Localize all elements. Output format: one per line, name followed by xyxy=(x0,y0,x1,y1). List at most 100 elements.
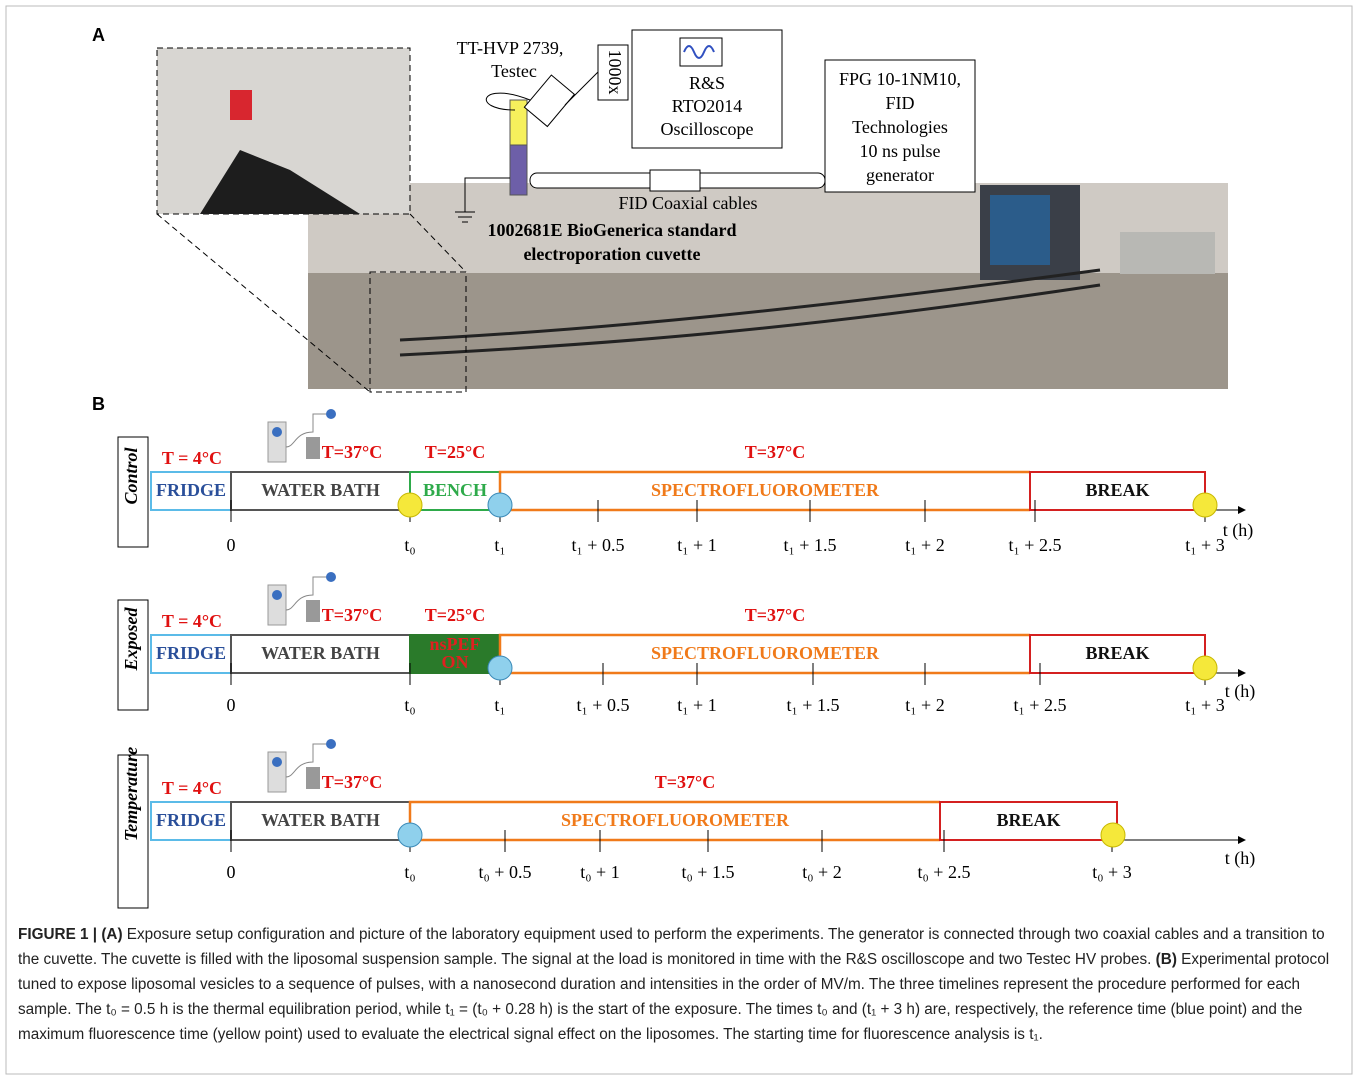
tick-label: t₀ + 1.5 xyxy=(682,862,735,882)
tick-label: t₀ xyxy=(404,535,415,555)
thermo-icon xyxy=(306,437,320,459)
tick-label: t₁ + 3 xyxy=(1185,535,1224,555)
tick-label: t₁ + 1 xyxy=(677,695,716,715)
thermo-icon xyxy=(326,409,336,419)
yellow-point xyxy=(1101,823,1125,847)
oscilloscope-label: Oscilloscope xyxy=(661,119,754,139)
generator-photo xyxy=(1120,232,1215,274)
tick-label: t₀ xyxy=(404,862,415,882)
tick-label: t₀ xyxy=(404,695,415,715)
tick-label: t₁ + 2.5 xyxy=(1009,535,1062,555)
temperature: T=25°C xyxy=(425,442,485,462)
segment-label: FRIDGE xyxy=(156,810,226,830)
figure: A TT-HVP 2739, Testec 1000x R&S RTO2014 … xyxy=(0,0,1358,1080)
coax-transition xyxy=(650,170,700,191)
tick-label: 0 xyxy=(227,695,236,715)
cable-label: FID Coaxial cables xyxy=(619,193,758,213)
tick-label: t₁ + 2 xyxy=(905,535,944,555)
scope-icon xyxy=(680,38,722,66)
thermo-icon xyxy=(272,590,282,600)
blue-point xyxy=(398,823,422,847)
thermo-icon xyxy=(272,757,282,767)
cuvette-cap xyxy=(230,90,252,120)
thermo-icon xyxy=(306,767,320,789)
probe-label: TT-HVP 2739, xyxy=(457,38,564,58)
tick-label: t₁ xyxy=(494,695,505,715)
segment-label: SPECTROFLUOROMETER xyxy=(561,810,790,830)
oscilloscope-label: R&S xyxy=(689,73,725,93)
caption-lead: (B) xyxy=(1156,951,1177,968)
segment-label: BREAK xyxy=(1085,643,1149,663)
tick-label: t₁ xyxy=(494,535,505,555)
temperature: T=25°C xyxy=(425,605,485,625)
timeline-name: Temperature xyxy=(121,747,141,841)
segment-label: BENCH xyxy=(423,480,487,500)
segment-label: FRIDGE xyxy=(156,643,226,663)
probe xyxy=(524,75,574,126)
tick-label: t₁ + 2.5 xyxy=(1014,695,1067,715)
probe-label: Testec xyxy=(491,61,537,81)
oscilloscope-label: RTO2014 xyxy=(672,96,743,116)
generator-label: FPG 10-1NM10, xyxy=(839,69,961,89)
segment-label: SPECTROFLUOROMETER xyxy=(651,480,880,500)
temperature: T=37°C xyxy=(745,442,805,462)
tick-label: t₀ + 2.5 xyxy=(918,862,971,882)
temperature: T=37°C xyxy=(655,772,715,792)
tick-label: t₀ + 2 xyxy=(802,862,841,882)
probe-cable xyxy=(565,72,598,105)
temperature: T = 4°C xyxy=(162,611,222,631)
tick-label: t₁ + 0.5 xyxy=(572,535,625,555)
axis-arrow xyxy=(1238,836,1246,844)
attenuator-label: 1000x xyxy=(605,50,625,95)
segment-label: ON xyxy=(442,652,469,672)
tick-label: t₁ + 0.5 xyxy=(577,695,630,715)
axis-label: t (h) xyxy=(1225,681,1256,702)
segment-label: FRIDGE xyxy=(156,480,226,500)
generator-label: Technologies xyxy=(852,117,948,137)
timeline-name: Exposed xyxy=(121,607,141,672)
yellow-point xyxy=(1193,493,1217,517)
tick-label: t₀ + 1 xyxy=(580,862,619,882)
oscilloscope-screen xyxy=(990,195,1050,265)
temperature: T=37°C xyxy=(322,605,382,625)
segment-label: WATER BATH xyxy=(261,480,380,500)
segment-label: nsPEF xyxy=(429,634,480,654)
caption-text: Exposure setup configuration and picture… xyxy=(18,926,1325,968)
segment-label: BREAK xyxy=(1085,480,1149,500)
generator-label: 10 ns pulse xyxy=(860,141,941,161)
panel-label: B xyxy=(92,394,105,414)
caption-lead: FIGURE 1 | (A) xyxy=(18,926,123,943)
lab-photo-wall xyxy=(308,183,1228,273)
tick-label: 0 xyxy=(227,535,236,555)
tick-label: 0 xyxy=(227,862,236,882)
axis-label: t (h) xyxy=(1223,520,1254,541)
lab-photo-table xyxy=(308,273,1228,389)
segment-label: WATER BATH xyxy=(261,810,380,830)
yellow-point xyxy=(1193,656,1217,680)
temperature: T = 4°C xyxy=(162,778,222,798)
thermo-icon xyxy=(272,427,282,437)
tick-label: t₁ + 2 xyxy=(905,695,944,715)
segment-label: BREAK xyxy=(996,810,1060,830)
temperature: T=37°C xyxy=(322,442,382,462)
axis-label: t (h) xyxy=(1225,848,1256,869)
caption: FIGURE 1 | (A) Exposure setup configurat… xyxy=(18,922,1340,1047)
generator-label: generator xyxy=(866,165,934,185)
thermo-icon xyxy=(326,739,336,749)
thermo-icon xyxy=(306,600,320,622)
segment-label: SPECTROFLUOROMETER xyxy=(651,643,880,663)
blue-point xyxy=(488,493,512,517)
axis-arrow xyxy=(1238,506,1246,514)
tick-label: t₀ + 3 xyxy=(1092,862,1131,882)
tick-label: t₁ + 1.5 xyxy=(784,535,837,555)
cuvette-label: electroporation cuvette xyxy=(523,244,700,264)
tick-label: t₁ + 3 xyxy=(1185,695,1224,715)
timeline-name: Control xyxy=(121,447,141,504)
figure-graphics: A TT-HVP 2739, Testec 1000x R&S RTO2014 … xyxy=(0,0,1358,1080)
yellow-point xyxy=(398,493,422,517)
axis-arrow xyxy=(1238,669,1246,677)
tick-label: t₁ + 1.5 xyxy=(787,695,840,715)
temperature: T=37°C xyxy=(745,605,805,625)
panel-label: A xyxy=(92,25,105,45)
cuvette-base xyxy=(510,145,527,195)
